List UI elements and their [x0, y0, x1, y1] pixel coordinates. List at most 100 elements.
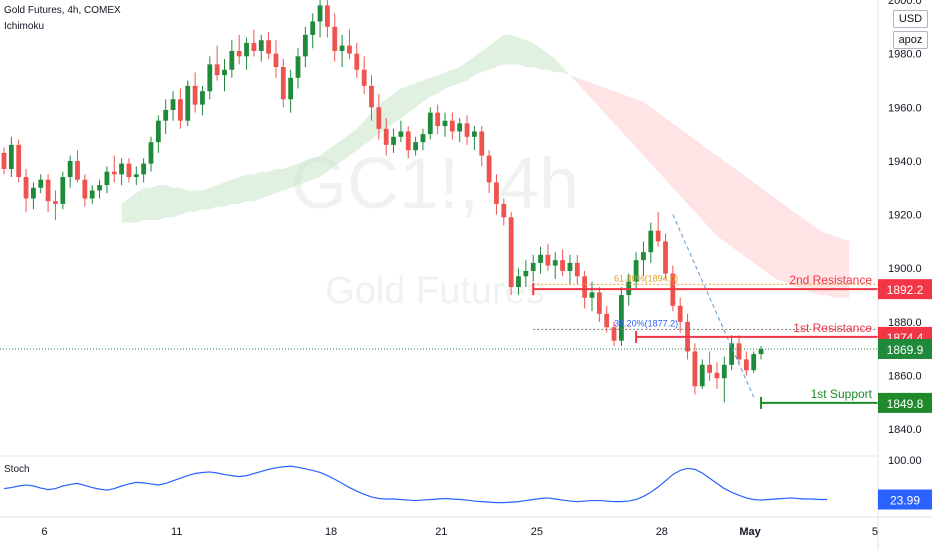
candle-body: [317, 5, 323, 22]
candle-body: [611, 327, 617, 341]
candle-body: [648, 230, 654, 253]
cloud-segment: [709, 150, 717, 237]
ichimoku-cloud: [121, 34, 850, 298]
cloud-segment: [812, 225, 820, 296]
candle-body: [699, 364, 705, 387]
candle-body: [178, 99, 183, 121]
candle-body: [472, 131, 477, 137]
cloud-segment: [445, 69, 453, 89]
candle-body: [89, 190, 95, 199]
cloud-segment: [636, 99, 644, 156]
currency-button[interactable]: USD: [893, 10, 928, 28]
candle-body: [97, 185, 102, 191]
candle-body: [758, 348, 764, 355]
cloud-segment: [356, 120, 365, 151]
cloud-segment: [614, 91, 622, 132]
cloud-segment: [680, 128, 688, 204]
cloud-segment: [415, 80, 423, 108]
cloud-segment: [121, 198, 129, 223]
y-tick-label: 1880.0: [888, 317, 922, 329]
stoch-line: [3, 465, 828, 504]
cloud-segment: [547, 53, 556, 73]
cloud-segment: [224, 179, 232, 207]
cloud-segment: [569, 75, 578, 84]
x-tick-label: 11: [171, 526, 182, 538]
cloud-segment: [136, 187, 144, 223]
stoch-value-badge: [878, 489, 932, 510]
candle-body: [516, 276, 521, 288]
stoch-y-tick-label: 100.00: [888, 455, 922, 467]
candle-body: [596, 292, 602, 314]
cloud-segment: [503, 34, 512, 65]
cloud-segment: [731, 166, 739, 253]
candle-body: [155, 120, 161, 143]
candle-body: [655, 230, 661, 242]
candle-body: [302, 34, 308, 57]
candle-body: [435, 112, 441, 127]
cloud-segment: [422, 77, 431, 102]
symbol-title[interactable]: Gold Futures, 4h, COMEX: [4, 5, 121, 16]
cloud-segment: [628, 96, 637, 148]
cloud-segment: [518, 37, 526, 68]
candle-body: [508, 217, 514, 288]
candle-body: [589, 292, 595, 298]
cloud-segment: [298, 160, 306, 186]
candle-body: [111, 171, 117, 175]
trend-line: [672, 214, 755, 398]
cloud-segment: [489, 40, 497, 70]
cloud-segment: [349, 128, 357, 156]
candle-body: [560, 260, 565, 271]
candle-body: [449, 120, 455, 132]
cloud-segment: [173, 187, 181, 218]
cloud-segment: [459, 61, 468, 84]
candle-body: [229, 50, 235, 70]
x-tick-label: 6: [41, 526, 47, 538]
candle-body: [619, 295, 624, 341]
candle-body: [361, 69, 367, 86]
candle-body: [383, 128, 389, 145]
cloud-segment: [658, 112, 666, 180]
x-tick-label: 18: [325, 526, 337, 538]
cloud-segment: [386, 93, 394, 129]
y-tick-label: 1960.0: [888, 102, 922, 114]
candles: [1, 0, 764, 403]
cloud-segment: [275, 168, 284, 194]
cloud-segment: [694, 139, 703, 220]
cloud-segment: [195, 190, 203, 212]
y-tick-label: 2000.0: [888, 0, 922, 7]
cloud-segment: [525, 40, 534, 68]
watermark: GC1!, 4h Gold Futures: [291, 144, 579, 312]
cloud-segment: [430, 75, 438, 97]
price-badge: [878, 392, 932, 413]
cloud-segment: [643, 101, 651, 164]
x-tick-label: 5: [872, 526, 878, 538]
x-tick-label: 21: [435, 526, 447, 538]
candle-body: [707, 364, 712, 373]
candle-body: [16, 144, 22, 178]
candle-body: [325, 5, 330, 27]
cloud-segment: [555, 59, 563, 73]
candle-body: [538, 254, 543, 263]
candle-body: [530, 262, 536, 271]
candle-body: [67, 160, 73, 178]
indicator-label-ichimoku[interactable]: Ichimoku: [4, 21, 45, 32]
cloud-segment: [775, 198, 784, 282]
cloud-segment: [584, 80, 592, 100]
price-badge-label: 1869.9: [887, 343, 924, 357]
scale-mode-button[interactable]: apoz: [893, 31, 928, 49]
cloud-segment: [841, 238, 850, 298]
price-badge: [878, 338, 932, 359]
candle-body: [545, 254, 551, 266]
candle-body: [244, 42, 249, 57]
candle-body: [222, 69, 227, 76]
candle-body: [8, 144, 14, 169]
indicator-label-stoch[interactable]: Stoch: [4, 464, 30, 475]
candle-body: [479, 131, 485, 156]
candle-body: [501, 203, 507, 218]
candle-body: [721, 364, 727, 379]
cloud-segment: [827, 233, 835, 298]
candle-body: [729, 343, 735, 365]
cloud-segment: [496, 34, 504, 68]
stochastic-pane: 100.00 23.99: [3, 455, 932, 510]
